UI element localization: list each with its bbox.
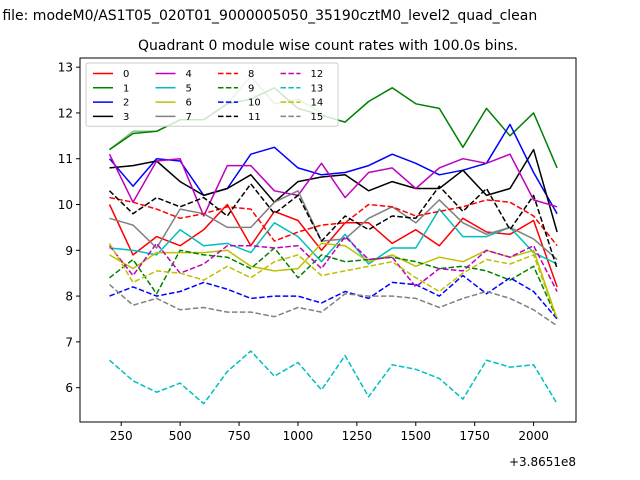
legend-label-7: 7 bbox=[186, 112, 192, 123]
series-line-4 bbox=[108, 153, 558, 217]
legend-label-15: 15 bbox=[311, 112, 324, 123]
y-axis: 6 7 8 9 10 11 12 13 bbox=[58, 61, 80, 395]
legend-label-9: 9 bbox=[248, 83, 254, 94]
chart-title: Quadrant 0 module wise count rates with … bbox=[138, 38, 518, 54]
legend-label-5: 5 bbox=[186, 83, 192, 94]
series-line-11 bbox=[108, 183, 558, 269]
series-line-9 bbox=[109, 247, 558, 320]
plot-lines bbox=[108, 75, 558, 405]
series-line-0 bbox=[108, 203, 558, 288]
legend-label-12: 12 bbox=[311, 69, 324, 80]
y-tick-label: 8 bbox=[65, 290, 73, 304]
legend-label-1: 1 bbox=[123, 83, 129, 94]
legend-label-4: 4 bbox=[186, 69, 192, 80]
series-line-6 bbox=[109, 242, 558, 320]
legend-label-8: 8 bbox=[248, 69, 254, 80]
legend-label-0: 0 bbox=[123, 69, 129, 80]
legend-label-14: 14 bbox=[311, 98, 324, 109]
plot-frame bbox=[79, 57, 577, 423]
x-tick-label: 500 bbox=[169, 429, 192, 443]
x-tick-label: 1500 bbox=[400, 429, 431, 443]
figure-suptitle: n file: modeM0/AS1T05_020T01_9000005050_… bbox=[0, 8, 537, 24]
x-tick-label: 250 bbox=[110, 429, 133, 443]
legend-label-6: 6 bbox=[186, 98, 192, 109]
series-line-13 bbox=[109, 350, 558, 405]
x-axis: 250 500 750 1000 1250 1500 1750 2000 bbox=[110, 422, 549, 443]
legend-box bbox=[85, 62, 339, 127]
y-tick-label: 9 bbox=[65, 244, 73, 258]
series-line-8 bbox=[109, 196, 558, 247]
legend-label-13: 13 bbox=[311, 83, 324, 94]
series-line-14 bbox=[108, 243, 558, 320]
legend-label-10: 10 bbox=[248, 98, 261, 109]
x-tick-label: 750 bbox=[228, 429, 251, 443]
y-tick-label: 13 bbox=[58, 61, 73, 75]
y-tick-label: 6 bbox=[65, 381, 73, 395]
y-tick-label: 12 bbox=[58, 106, 73, 120]
y-tick-label: 11 bbox=[58, 152, 73, 166]
series-line-12 bbox=[108, 235, 558, 292]
x-tick-label: 1000 bbox=[283, 429, 314, 443]
legend-label-2: 2 bbox=[123, 98, 129, 109]
x-tick-label: 1750 bbox=[459, 429, 490, 443]
y-tick-label: 10 bbox=[58, 198, 73, 212]
legend-label-11: 11 bbox=[248, 112, 261, 123]
series-line-3 bbox=[109, 148, 558, 233]
x-tick-label: 2000 bbox=[518, 429, 549, 443]
x-offset-label: +3.8651e8 bbox=[509, 455, 576, 469]
legend-label-3: 3 bbox=[123, 112, 129, 123]
series-line-15 bbox=[109, 284, 558, 327]
series-line-5 bbox=[109, 208, 558, 265]
y-tick-label: 7 bbox=[65, 335, 73, 349]
series-line-7 bbox=[109, 190, 558, 261]
x-tick-label: 1250 bbox=[342, 429, 373, 443]
series-line-10 bbox=[109, 274, 558, 320]
